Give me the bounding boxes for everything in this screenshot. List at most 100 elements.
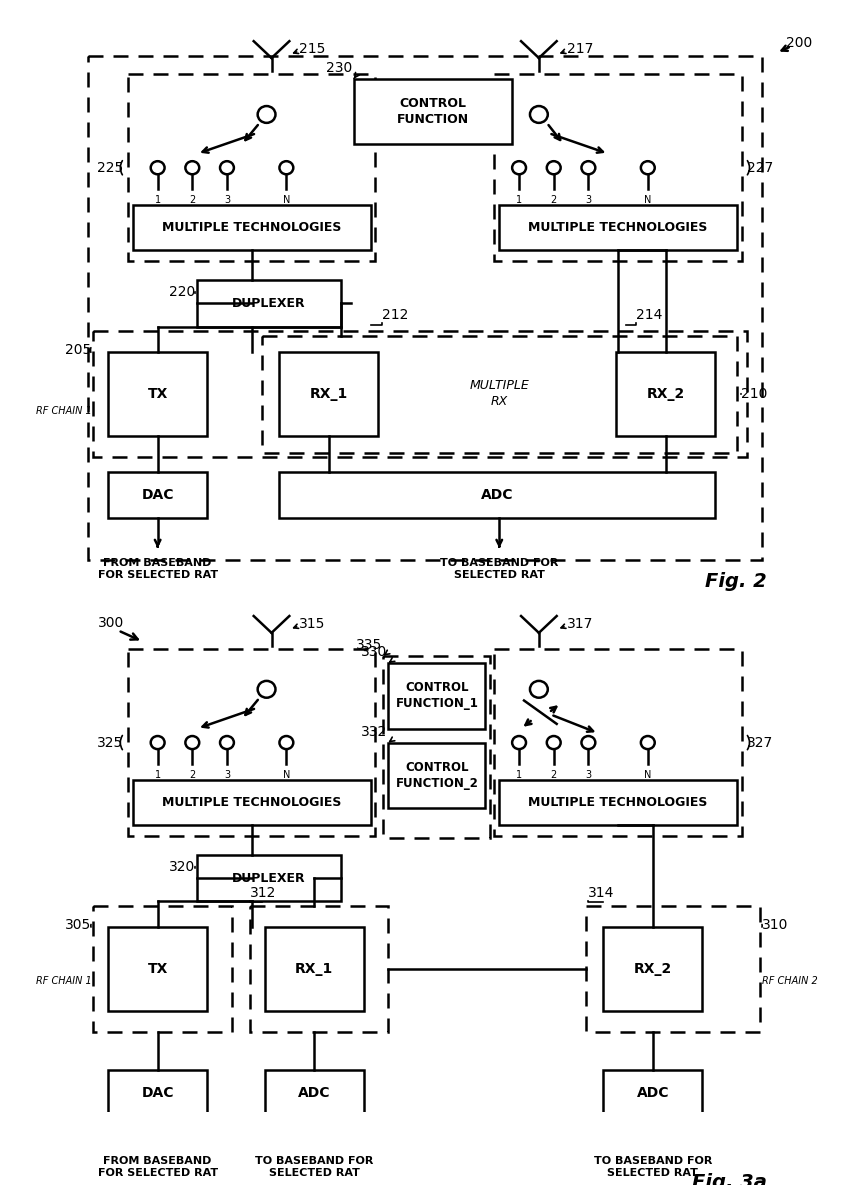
Text: TX: TX [147,962,167,975]
Bar [262,337,737,453]
Text: 2: 2 [190,770,196,780]
Bar [94,332,747,457]
Text: RX_2: RX_2 [647,387,685,401]
Text: MULTIPLE TECHNOLOGIES: MULTIPLE TECHNOLOGIES [529,796,708,809]
Text: DUPLEXER: DUPLEXER [232,872,306,885]
Text: 217: 217 [567,41,593,56]
Bar [495,649,742,837]
Text: 214: 214 [636,308,662,322]
Text: 305: 305 [65,918,91,931]
Text: 300: 300 [99,616,124,630]
Bar [280,352,378,436]
Bar [197,280,341,327]
Bar [128,75,376,261]
Text: RX_1: RX_1 [295,962,333,975]
Text: N: N [644,194,651,205]
Text: MULTIPLE TECHNOLOGIES: MULTIPLE TECHNOLOGIES [162,222,342,235]
Text: N: N [644,770,651,780]
Text: 2: 2 [190,194,196,205]
Text: 3: 3 [586,194,592,205]
Text: 1: 1 [155,770,161,780]
Bar [108,472,207,518]
Text: 3: 3 [224,770,230,780]
Text: TX: TX [147,387,167,401]
Bar [250,907,388,1032]
Text: RF CHAIN 1: RF CHAIN 1 [36,405,91,416]
Text: CONTROL
FUNCTION_1: CONTROL FUNCTION_1 [395,681,479,710]
Bar [264,927,364,1011]
Text: 320: 320 [169,860,196,873]
Text: ADC: ADC [637,1087,669,1100]
Bar [499,205,737,250]
Text: 215: 215 [299,41,326,56]
Text: RF CHAIN 1: RF CHAIN 1 [36,976,91,986]
Text: 335: 335 [356,638,382,652]
Text: 220: 220 [169,286,196,299]
Bar [108,1070,207,1116]
Text: MULTIPLE
RX: MULTIPLE RX [469,379,530,409]
Text: FROM BASEBAND
FOR SELECTED RAT: FROM BASEBAND FOR SELECTED RAT [98,1155,218,1178]
Text: 1: 1 [516,770,522,780]
Text: CONTROL
FUNCTION: CONTROL FUNCTION [397,97,469,126]
Bar [383,655,490,838]
Bar [197,854,341,902]
Text: 1: 1 [516,194,522,205]
Bar [94,907,232,1032]
Text: Fig. 3a: Fig. 3a [692,1172,767,1185]
Bar [280,472,715,518]
Bar [604,927,702,1011]
Bar [128,649,376,837]
Text: MULTIPLE TECHNOLOGIES: MULTIPLE TECHNOLOGIES [162,796,342,809]
Text: MULTIPLE TECHNOLOGIES: MULTIPLE TECHNOLOGIES [529,222,708,235]
Text: TO BASEBAND FOR
SELECTED RAT: TO BASEBAND FOR SELECTED RAT [255,1155,373,1178]
Text: 314: 314 [588,885,615,899]
Text: FROM BASEBAND
FOR SELECTED RAT: FROM BASEBAND FOR SELECTED RAT [98,557,218,579]
Text: 325: 325 [97,736,123,750]
Bar [586,907,760,1032]
Text: 210: 210 [741,387,768,401]
Text: 212: 212 [382,308,409,322]
Text: RX_2: RX_2 [633,962,672,975]
Text: 3: 3 [586,770,592,780]
Text: 205: 205 [65,342,91,357]
Text: ADC: ADC [298,1087,331,1100]
Text: CONTROL
FUNCTION_2: CONTROL FUNCTION_2 [395,761,479,789]
Text: 3: 3 [224,194,230,205]
Text: 315: 315 [299,617,326,630]
Text: 1: 1 [155,194,161,205]
Text: DAC: DAC [141,1087,174,1100]
Text: 330: 330 [361,646,388,659]
Bar [108,927,207,1011]
Text: 2: 2 [551,194,557,205]
Bar [604,1070,702,1116]
Text: ADC: ADC [481,488,513,502]
Text: RF CHAIN 2: RF CHAIN 2 [762,976,818,986]
Text: 327: 327 [747,736,773,750]
Bar [499,780,737,825]
Bar [264,1070,364,1116]
Bar [495,75,742,261]
Bar [388,743,485,808]
Text: 230: 230 [326,62,353,75]
Text: 227: 227 [747,161,773,174]
Text: TO BASEBAND FOR
SELECTED RAT: TO BASEBAND FOR SELECTED RAT [440,557,558,579]
Text: DUPLEXER: DUPLEXER [232,296,306,309]
Text: 2: 2 [551,770,557,780]
Bar [388,664,485,729]
Text: 310: 310 [762,918,788,931]
Text: RX_1: RX_1 [310,387,348,401]
Bar [354,79,513,145]
Text: 312: 312 [250,885,276,899]
Text: 317: 317 [567,617,593,630]
Text: Fig. 2: Fig. 2 [705,572,767,591]
Bar [133,780,371,825]
Text: DAC: DAC [141,488,174,502]
Bar [108,352,207,436]
Bar [133,205,371,250]
Bar [616,352,715,436]
Text: TO BASEBAND FOR
SELECTED RAT: TO BASEBAND FOR SELECTED RAT [593,1155,712,1178]
Text: 225: 225 [97,161,123,174]
Text: 332: 332 [361,725,388,738]
Text: N: N [283,770,290,780]
Bar [88,56,762,561]
